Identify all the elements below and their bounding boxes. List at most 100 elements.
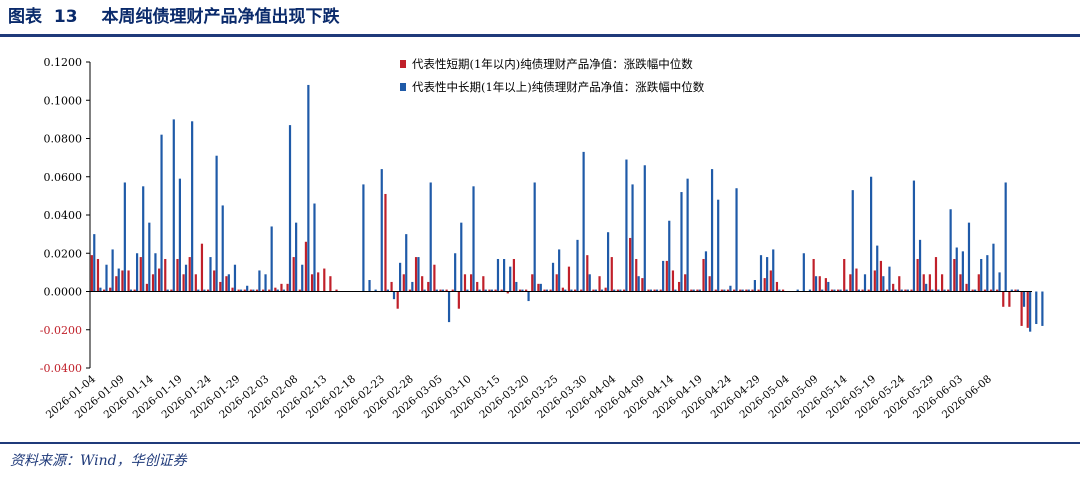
bar-long (515, 281, 518, 292)
source-note: 资料来源：Wind，华创证券 (10, 453, 187, 469)
bar-short (733, 289, 736, 292)
bar-long (668, 220, 671, 292)
bar-short (176, 258, 179, 292)
bar-long (918, 239, 922, 292)
bar-short (145, 283, 148, 292)
bar-short (1002, 291, 1005, 307)
y-tick-label: 0.0600 (44, 171, 83, 184)
bar-short (812, 258, 815, 292)
bar-long (1004, 182, 1007, 292)
bar-short (665, 260, 668, 292)
y-axis: -0.0400 -0.0200 0.0000 0.0200 0.0400 0.0600 0.… (40, 56, 91, 375)
bar-long (692, 289, 695, 292)
bar-long (637, 276, 640, 292)
bar-short (543, 289, 546, 292)
bar-long (802, 253, 805, 292)
bar-long (276, 289, 279, 292)
bar-long (288, 125, 292, 292)
header-rule (0, 34, 1080, 37)
bar-long (857, 289, 860, 292)
footer-rule (0, 442, 1080, 444)
bar-short (726, 289, 730, 292)
bar-short (818, 276, 821, 292)
bar-long (545, 289, 549, 292)
bar-long (99, 287, 102, 292)
bar-short (898, 276, 901, 292)
bar-long (704, 251, 708, 292)
bar-short (286, 283, 289, 292)
bar-short (892, 283, 895, 292)
bar-long (686, 178, 689, 292)
bar-long (753, 280, 756, 292)
bar-short (714, 289, 717, 292)
bar-short (641, 278, 644, 292)
figure-number: 13 (53, 7, 78, 27)
bar-long (239, 289, 243, 292)
bar-short (879, 260, 883, 292)
bar-long (723, 289, 726, 292)
bar-short (965, 283, 968, 292)
bar-short (323, 268, 326, 292)
bar-long (417, 257, 420, 292)
bar-short (622, 289, 626, 292)
bar-long (301, 264, 304, 292)
bar-long (619, 289, 622, 292)
bar-long (307, 84, 310, 292)
bar-long (142, 186, 145, 292)
bar-short (934, 257, 938, 292)
bar-long (845, 289, 848, 292)
bar-short (904, 289, 907, 292)
bar-long (472, 186, 475, 292)
bar-short (684, 274, 687, 292)
bar-long (643, 165, 646, 292)
bar-short (390, 281, 393, 292)
bar-short (206, 289, 210, 292)
bar-long (221, 205, 224, 292)
bar-short (213, 270, 216, 292)
bar-long (827, 281, 830, 292)
bar-long (655, 289, 659, 292)
bar-short (977, 274, 980, 292)
bar-short (702, 258, 705, 292)
bar-long (582, 151, 585, 292)
bar-long (160, 134, 163, 292)
bar-long (931, 289, 934, 292)
bar-short (231, 287, 234, 292)
bar-short (268, 289, 271, 292)
figure-header: 图表 13 本周纯债理财产品净值出现下跌 (8, 2, 1072, 32)
bar-long (888, 266, 891, 292)
bar-short (586, 255, 589, 292)
bar-short (151, 274, 155, 292)
bar-long (129, 289, 133, 292)
bar-long (380, 169, 383, 292)
bar-long (154, 253, 157, 292)
bar-long (117, 268, 120, 292)
bar-long (772, 249, 775, 292)
bar-long (631, 184, 634, 292)
bar-long (184, 264, 188, 292)
bar-long (539, 283, 542, 292)
bar-short (910, 289, 913, 292)
y-tick-label: 0.1000 (44, 94, 83, 107)
bar-short (512, 258, 516, 292)
bar-short (482, 276, 485, 292)
legend-label-short: 代表性短期(1年以内)纯债理财产品净值：涨跌幅中位数 (412, 57, 693, 71)
bar-short (408, 289, 412, 292)
bar-short (653, 289, 656, 292)
bar-short (1014, 289, 1017, 292)
bar-short (867, 289, 870, 292)
bar-long (882, 276, 885, 292)
bar-short (494, 289, 497, 292)
bar-long (625, 159, 628, 292)
bar-short (751, 289, 754, 292)
bar-short (708, 276, 711, 292)
bar-short (96, 258, 100, 292)
figure-label: 图表 (8, 7, 42, 27)
bar-short (989, 289, 993, 292)
bar-short (292, 257, 295, 292)
bar-short (940, 274, 944, 292)
bar-long (386, 289, 389, 292)
bar-short (109, 287, 112, 292)
bar-short (188, 257, 191, 292)
bar-long (270, 226, 273, 292)
